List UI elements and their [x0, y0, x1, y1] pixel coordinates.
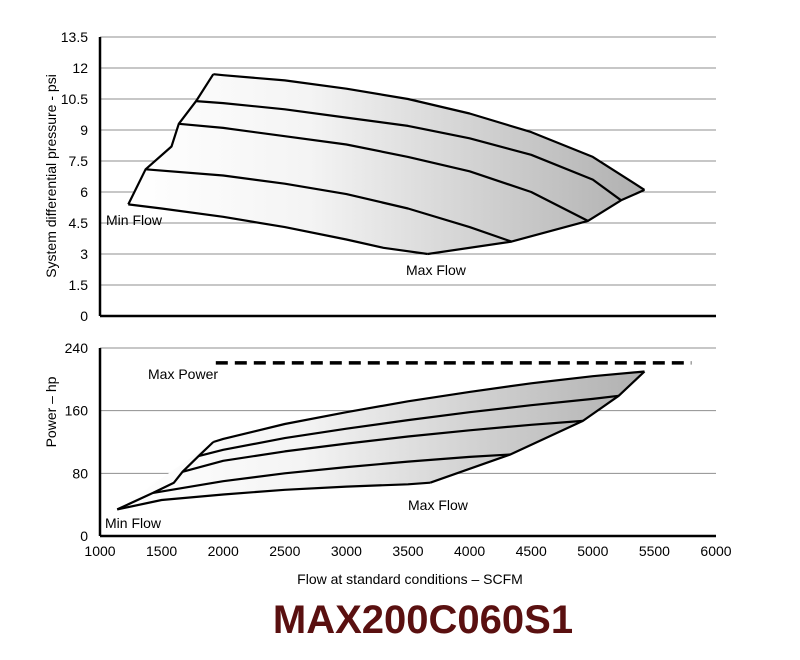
pressure-envelope-fill [128, 74, 645, 254]
max-flow-label-power: Max Flow [408, 497, 469, 513]
pressure-y-tick-label: 13.5 [61, 29, 88, 45]
power-y-tick-label: 240 [65, 340, 89, 356]
flow-x-tick-label: 2000 [208, 543, 239, 559]
pressure-y-tick-label: 4.5 [69, 215, 89, 231]
pressure-max-flow-boundary [427, 188, 645, 256]
flow-x-tick-label: 4500 [516, 543, 547, 559]
flow-x-tick-label: 3500 [392, 543, 423, 559]
flow-x-tick-label: 1000 [84, 543, 115, 559]
max-power-label: Max Power [148, 366, 218, 382]
min-flow-label-pressure: Min Flow [106, 212, 163, 228]
power-speed-curve-3 [182, 419, 583, 473]
pressure-y-tick-label: 10.5 [61, 91, 88, 107]
power-y-tick-label: 80 [72, 465, 88, 481]
flow-x-tick-label: 3000 [331, 543, 362, 559]
flow-x-tick-label: 2500 [269, 543, 300, 559]
flow-x-tick-label: 6000 [700, 543, 731, 559]
flow-x-tick-label: 1500 [146, 543, 177, 559]
flow-x-tick-label: 5000 [577, 543, 608, 559]
flow-x-tick-label: 5500 [639, 543, 670, 559]
pressure-y-tick-label: 3 [80, 246, 88, 262]
pressure-speed-curve-5 [213, 73, 646, 191]
power-speed-curve-4 [198, 394, 619, 458]
pressure-speed-curve-2 [145, 168, 512, 243]
pressure-y-tick-label: 7.5 [69, 153, 89, 169]
power-speed-curve-5 [212, 370, 645, 444]
model-title: MAX200C060S1 [272, 598, 574, 642]
pressure-y-tick-label: 1.5 [69, 277, 89, 293]
pressure-speed-curve-3 [178, 122, 589, 222]
flow-x-tick-label: 4000 [454, 543, 485, 559]
pressure-axis-title: System differential pressure - psi [43, 74, 59, 278]
power-speed-curve-2 [152, 453, 511, 494]
pressure-y-tick-label: 12 [72, 60, 88, 76]
pressure-panel: 13.5 12 10.5 9 7.5 6 4.5 3 1.5 0 Min Flow Max Flow [61, 29, 716, 324]
pressure-min-flow-boundary [127, 73, 215, 205]
power-max-flow-boundary [429, 370, 646, 484]
pressure-speed-curve-4 [196, 100, 622, 202]
pressure-y-tick-label: 0 [80, 308, 88, 324]
power-y-tick-label: 0 [80, 528, 88, 544]
power-y-tick-label: 160 [65, 403, 89, 419]
power-min-flow-boundary [116, 441, 215, 511]
max-flow-label-pressure: Max Flow [406, 262, 467, 278]
power-axis-title: Power – hp [43, 376, 59, 447]
power-speed-curve-1 [116, 481, 431, 511]
pressure-speed-curve-1 [128, 203, 428, 256]
flow-axis-title: Flow at standard conditions – SCFM [297, 571, 523, 587]
power-panel: 240 160 80 0 Max Power Min Flow Max Flow 1000 15… [65, 340, 732, 559]
pressure-y-tick-label: 6 [80, 184, 88, 200]
pressure-y-tick-label: 9 [80, 122, 88, 138]
min-flow-label-power: Min Flow [105, 515, 162, 531]
axis-titles: System differential pressure - psi Power… [43, 74, 523, 587]
